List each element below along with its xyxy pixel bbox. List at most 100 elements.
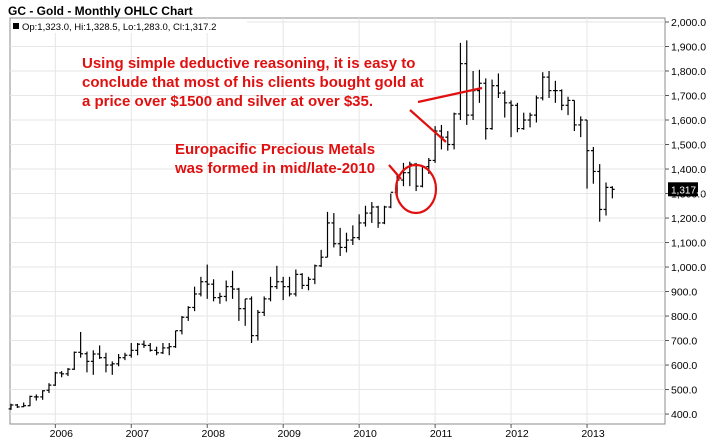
ohlc-bar <box>496 73 501 98</box>
ohlc-bar <box>217 292 223 304</box>
x-tick-label: 2012 <box>505 428 529 440</box>
y-tick-label: 1,100.0 <box>671 238 706 250</box>
ohlc-bar <box>122 352 128 361</box>
ohlc-bar <box>584 119 590 189</box>
ohlc-bar <box>103 352 109 373</box>
ohlc-bar <box>508 100 514 138</box>
x-tick-label: 2011 <box>430 428 453 440</box>
y-tick-label: 1,700.0 <box>671 91 706 103</box>
ohlc-bar <box>603 182 609 216</box>
ohlc-bar <box>363 205 368 227</box>
ohlc-bar <box>331 213 337 248</box>
ohlc-bar <box>46 383 52 393</box>
x-tick-label: 2009 <box>278 428 302 440</box>
y-tick-label: 2,000.0 <box>671 17 706 29</box>
x-tick-label: 2007 <box>126 428 150 440</box>
ohlc-bar <box>116 354 122 367</box>
y-tick-label: 1,800.0 <box>671 66 706 78</box>
x-tick-label: 2010 <box>353 428 377 440</box>
ohlc-bar <box>546 71 552 98</box>
x-tick-label: 2006 <box>50 428 74 440</box>
ohlc-bar <box>458 42 463 121</box>
ohlc-bar <box>59 371 65 378</box>
ohlc-bar <box>299 273 305 290</box>
ohlc-bar <box>179 316 185 335</box>
annotation-line: Europacific Precious Metals <box>175 141 376 158</box>
ohlc-bar <box>192 286 197 312</box>
ohlc-bar <box>521 112 527 130</box>
ohlc-bar <box>401 162 406 187</box>
ohlc-bar <box>173 330 178 348</box>
ohlc-bar <box>33 394 39 401</box>
ohlc-bar <box>344 232 349 253</box>
ohlc-bar <box>261 296 267 317</box>
ohlc-bar <box>255 309 261 341</box>
y-tick-label: 1,600.0 <box>671 115 706 127</box>
legend-marker <box>13 23 19 29</box>
annotation-europacific-formed: Europacific Precious Metals was formed i… <box>175 140 375 178</box>
ohlc-bar <box>268 276 273 302</box>
ohlc-bar <box>14 403 20 408</box>
ohlc-bar <box>204 264 210 299</box>
annotation-pointer-line <box>409 109 447 143</box>
ohlc-bar <box>40 390 46 400</box>
x-tick-label: 2008 <box>202 428 226 440</box>
ohlc-bar <box>8 403 14 410</box>
y-tick-label: 1,200.0 <box>671 213 706 225</box>
annotation-line: a price over $1500 and silver at over $3… <box>82 93 374 110</box>
ohlc-bar <box>52 371 58 386</box>
ohlc-bar <box>559 89 565 111</box>
ohlc-bar <box>280 276 286 301</box>
ohlc-bar <box>578 116 584 138</box>
last-price-label: 1,317.2 <box>671 185 705 196</box>
ohlc-bar <box>274 265 280 290</box>
last-price-marker <box>668 182 698 197</box>
ohlc-bar <box>527 112 533 128</box>
annotation-pointer-line <box>417 86 483 104</box>
chart-title: GC - Gold - Monthly OHLC Chart <box>8 4 193 18</box>
ohlc-bar <box>211 279 216 302</box>
ohlc-bar <box>565 96 571 116</box>
y-tick-label: 900.0 <box>671 287 697 299</box>
y-tick-label: 400.0 <box>671 409 697 421</box>
ohlc-bar <box>293 269 299 297</box>
ohlc-bar <box>590 146 596 184</box>
ohlc-bar <box>464 40 470 125</box>
ohlc-bar <box>337 227 343 256</box>
legend-box <box>11 20 247 33</box>
ohlc-bar <box>312 264 318 285</box>
ohlc-bar <box>21 402 27 408</box>
ohlc-bar <box>109 361 115 375</box>
ohlc-bar <box>609 186 615 199</box>
ohlc-bar <box>90 350 96 375</box>
x-tick-label: 2013 <box>581 428 605 440</box>
ohlc-bar <box>185 306 191 321</box>
ohlc-bar <box>597 164 603 222</box>
ohlc-bar <box>230 270 235 299</box>
ohlc-bar <box>236 287 242 321</box>
ohlc-bar <box>97 345 103 359</box>
ohlc-bar <box>128 342 134 358</box>
ohlc-bar <box>27 395 33 407</box>
ohlc-bar <box>515 102 520 133</box>
annotation-line: conclude that most of his clients bought… <box>82 74 424 91</box>
ohlc-bar <box>84 351 90 373</box>
ohlc-bar <box>147 342 153 352</box>
ohlc-bar <box>287 276 292 297</box>
ohlc-bar <box>489 79 495 130</box>
y-tick-label: 600.0 <box>671 360 697 372</box>
legend-text: Op:1,323.0, Hi:1,328.5, Lo:1,283.0, Cl:1… <box>22 22 216 33</box>
annotation-line: Using simple deductive reasoning, it is … <box>82 55 416 72</box>
ohlc-bar <box>242 298 248 326</box>
ohlc-bar <box>375 205 381 228</box>
ohlc-bar <box>451 112 457 150</box>
annotation-line: was formed in mid/late-2010 <box>175 160 376 177</box>
ohlc-bar <box>533 95 539 123</box>
y-tick-label: 800.0 <box>671 311 697 323</box>
ohlc-bar <box>571 99 577 132</box>
y-tick-label: 1,900.0 <box>671 42 706 54</box>
annotation-circle <box>394 163 438 215</box>
ohlc-bar <box>135 342 140 356</box>
ohlc-bar <box>445 131 451 151</box>
y-tick-label: 700.0 <box>671 336 697 348</box>
